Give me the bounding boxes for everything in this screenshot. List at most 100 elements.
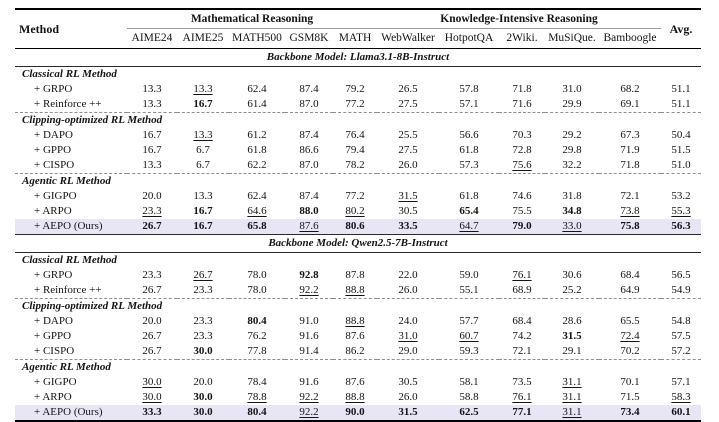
method-label: + CISPO: [34, 345, 75, 357]
metric-cell: 87.0: [299, 98, 319, 110]
column-header-2wiki: 2Wiki.: [506, 32, 538, 44]
metric-cell: 55.3: [671, 205, 691, 217]
metric-cell: 30.0: [142, 391, 162, 403]
section-label: Classical RL Method: [22, 68, 117, 80]
metric-cell: 87.6: [345, 376, 365, 388]
metric-cell: 29.8: [562, 144, 582, 156]
metric-cell: 57.3: [459, 159, 479, 171]
metric-cell: 29.2: [562, 129, 582, 141]
metric-cell: 73.8: [620, 205, 640, 217]
metric-cell: 72.1: [512, 345, 532, 357]
metric-cell: 31.1: [562, 391, 582, 403]
metric-cell: 29.1: [562, 345, 582, 357]
metric-cell: 87.6: [285, 219, 333, 235]
method-label: + Reinforce ++: [34, 284, 102, 296]
metric-cell: 79.2: [345, 83, 365, 95]
metric-cell: 30.5: [398, 376, 418, 388]
metric-cell: 92.2: [285, 405, 333, 421]
table-row: + Reinforce ++ 26.7 23.3 78.0 92.2 88.8 26.0 55…: [15, 283, 701, 299]
table-row: + DAPO 16.7 13.3 61.2 87.4 76.4 25.5 56.6 70.3 29…: [15, 128, 701, 143]
table-row: + CISPO 13.3 6.7 62.2 87.0 78.2 26.0 57.3 75.6 32…: [15, 158, 701, 174]
method-label: + GRPO: [34, 83, 73, 95]
metric-cell: 26.5: [398, 83, 418, 95]
avg-column-header: Avg.: [669, 21, 693, 36]
metric-cell: 22.0: [398, 269, 418, 281]
metric-cell: 30.0: [142, 376, 162, 388]
method-label: + GIGPO: [34, 190, 77, 202]
metric-cell: 68.4: [620, 269, 640, 281]
method-column-header: Method: [19, 21, 59, 36]
metric-cell: 6.7: [196, 144, 210, 156]
metric-cell: 62.4: [247, 83, 267, 95]
metric-cell: 56.6: [459, 129, 479, 141]
metric-cell: 62.2: [247, 159, 267, 171]
metric-cell: 64.7: [439, 219, 499, 235]
column-header-math500: MATH500: [232, 32, 282, 44]
metric-cell: 79.0: [499, 219, 545, 235]
method-label: + ARPO: [34, 205, 72, 217]
results-table: Method Mathematical Reasoning Knowledge-…: [15, 8, 701, 422]
metric-cell: 55.1: [459, 284, 479, 296]
metric-cell: 75.5: [512, 205, 532, 217]
metric-cell: 61.8: [459, 190, 479, 202]
metric-cell: 62.4: [247, 190, 267, 202]
table-row: + GPPO 26.7 23.3 76.2 91.6 87.6 31.0 60.7 74.2 31…: [15, 329, 701, 344]
metric-cell: 26.0: [398, 284, 418, 296]
metric-cell: 57.1: [671, 376, 691, 388]
metric-cell: 31.8: [562, 190, 582, 202]
metric-cell: 77.8: [247, 345, 267, 357]
section-header-row: Clipping-optimized RL Method: [15, 112, 701, 128]
method-label: + GIGPO: [34, 376, 77, 388]
group-header-mathematical-reasoning: Mathematical Reasoning: [127, 9, 377, 29]
metric-cell: 57.7: [459, 315, 479, 327]
metric-cell: 80.6: [333, 219, 377, 235]
metric-cell: 32.2: [562, 159, 582, 171]
metric-cell: 70.3: [512, 129, 532, 141]
metric-cell: 16.7: [142, 144, 162, 156]
metric-cell: 92.8: [299, 269, 319, 281]
group-header-knowledge-intensive-reasoning: Knowledge-Intensive Reasoning: [377, 9, 661, 29]
method-label: + GRPO: [34, 269, 73, 281]
column-header-aime24: AIME24: [131, 32, 173, 44]
metric-cell: 30.6: [562, 269, 582, 281]
method-label: + ARPO: [34, 391, 72, 403]
method-label: + AEPO (Ours): [15, 219, 127, 235]
metric-cell: 16.7: [142, 129, 162, 141]
metric-cell: 30.0: [193, 391, 213, 403]
metric-cell: 31.1: [545, 405, 599, 421]
metric-cell: 62.5: [439, 405, 499, 421]
metric-cell: 65.5: [620, 315, 640, 327]
metric-cell: 58.8: [459, 391, 479, 403]
table-row: + ARPO 23.3 16.7 64.6 88.0 80.2 30.5 65.4 75.5 34…: [15, 204, 701, 219]
metric-cell: 68.2: [620, 83, 640, 95]
metric-cell: 24.0: [398, 315, 418, 327]
metric-cell: 16.7: [193, 205, 213, 217]
metric-cell: 33.0: [545, 219, 599, 235]
metric-cell: 78.2: [345, 159, 365, 171]
metric-cell: 30.0: [193, 345, 213, 357]
metric-cell: 54.9: [671, 284, 691, 296]
metric-cell: 68.4: [512, 315, 532, 327]
metric-cell: 71.8: [512, 83, 532, 95]
metric-cell: 13.3: [193, 83, 213, 95]
metric-cell: 77.2: [345, 190, 365, 202]
metric-cell: 57.1: [459, 98, 479, 110]
metric-cell: 76.4: [345, 129, 365, 141]
metric-cell: 27.5: [398, 144, 418, 156]
method-label: + Reinforce ++: [34, 98, 102, 110]
table-row: + Reinforce ++ 13.3 16.7 61.4 87.0 77.2 27.5 57…: [15, 97, 701, 113]
metric-cell: 56.3: [661, 219, 701, 235]
metric-cell: 71.9: [620, 144, 640, 156]
metric-cell: 71.6: [512, 98, 532, 110]
metric-cell: 51.1: [671, 98, 691, 110]
metric-cell: 88.8: [345, 315, 365, 327]
metric-cell: 91.0: [299, 315, 319, 327]
metric-cell: 91.4: [299, 345, 319, 357]
metric-cell: 26.7: [142, 284, 162, 296]
metric-cell: 25.2: [562, 284, 582, 296]
metric-cell: 23.3: [142, 269, 162, 281]
table-header: Method Mathematical Reasoning Knowledge-…: [15, 9, 701, 49]
section-label: Agentic RL Method: [15, 359, 701, 375]
metric-cell: 29.0: [398, 345, 418, 357]
metric-cell: 25.5: [398, 129, 418, 141]
